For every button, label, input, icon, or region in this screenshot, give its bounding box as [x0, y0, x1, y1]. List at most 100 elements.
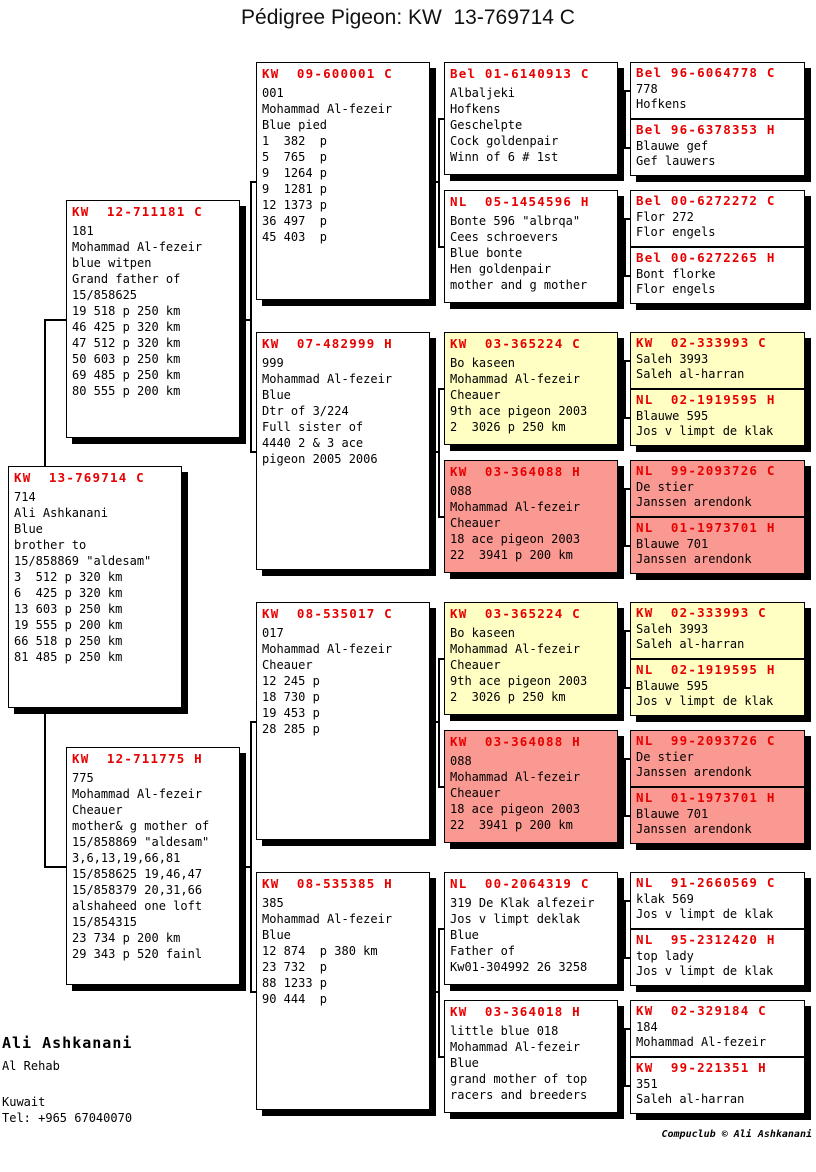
box-line: 19 555 p 200 km: [14, 618, 123, 632]
connector-line: [430, 181, 438, 183]
box-line: Jos v limpt de klak: [636, 907, 774, 921]
pedigree-box-bel-00-6272265-h: Bel 00-6272265 H Bont florke Flor engels: [630, 247, 805, 304]
box-line: 319 De Klak alfezeir: [450, 896, 595, 910]
box-line: Saleh 3993: [636, 352, 709, 366]
pedigree-box-nl-02-1919595-h: NL 02-1919595 H Blauwe 595 Jos v limpt de …: [630, 659, 805, 716]
box-line: Blauwe 701: [636, 537, 709, 551]
box-line: 2 3026 p 250 km: [450, 420, 566, 434]
pedigree-box-nl-01-1973701-h: NL 01-1973701 H Blauwe 701 Janssen arendon…: [630, 517, 805, 574]
box-line: 9th ace pigeon 2003: [450, 404, 588, 418]
ring-number-header: NL 01-1973701 H: [636, 520, 776, 535]
pedigree-box-kw-02-333993-c: KW 02-333993 C Saleh 3993 Saleh al-harran: [630, 602, 805, 659]
box-line: 69 485 p 250 km: [72, 368, 181, 382]
ring-number-header: KW 03-365224 C: [450, 336, 581, 351]
connector-line: [44, 708, 46, 866]
box-line: Cheauer: [72, 803, 123, 817]
connector-line: [240, 866, 250, 868]
box-line: 36 497 p: [262, 214, 328, 228]
ring-number-header: NL 99-2093726 C: [636, 733, 776, 748]
ring-number-header: KW 03-364018 H: [450, 1004, 581, 1019]
ring-number-header: KW 08-535017 C: [262, 606, 393, 621]
box-line: racers and breeders: [450, 1088, 588, 1102]
box-line: Mohammad Al-fezeir: [72, 240, 203, 254]
pedigree-box-nl-99-2093726-c: NL 99-2093726 C De stier Janssen arendonk: [630, 730, 805, 787]
ring-number-header: NL 02-1919595 H: [636, 392, 776, 407]
box-line: 999: [262, 356, 284, 370]
box-line: Cheauer: [450, 786, 501, 800]
connector-line: [624, 275, 630, 277]
connector-line: [624, 488, 626, 545]
connector-line: [438, 388, 440, 516]
box-line: 23 734 p 200 km: [72, 931, 181, 945]
connector-line: [438, 1056, 444, 1058]
box-line: 351: [636, 1077, 658, 1091]
box-line: Albaljeki: [450, 86, 516, 100]
connector-line: [250, 181, 256, 183]
connector-line: [618, 388, 624, 390]
connector-line: [624, 1028, 626, 1085]
box-line: 088: [450, 754, 472, 768]
box-line: 19 453 p: [262, 706, 320, 720]
box-line: 19 518 p 250 km: [72, 304, 181, 318]
box-line: 9th ace pigeon 2003: [450, 674, 588, 688]
box-line: Ali Ashkanani: [14, 506, 108, 520]
box-line: Mohammad Al-fezeir: [450, 500, 581, 514]
box-line: 46 425 p 320 km: [72, 320, 181, 334]
box-line: 80 555 p 200 km: [72, 384, 181, 398]
box-line: 15/854315: [72, 915, 138, 929]
box-line: Bo kaseen: [450, 356, 516, 370]
box-line: mother& g mother of: [72, 819, 210, 833]
box-line: Full sister of: [262, 420, 364, 434]
connector-line: [438, 928, 440, 1056]
ring-number-header: NL 01-1973701 H: [636, 790, 776, 805]
pedigree-box-kw-02-329184-c: KW 02-329184 C 184 Mohammad Al-fezeir: [630, 1000, 805, 1057]
connector-line: [438, 786, 444, 788]
box-line: 12 245 p: [262, 674, 320, 688]
connector-line: [624, 417, 630, 419]
pedigree-box-kw-03-365224-c: KW 03-365224 C Bo kaseen Mohammad Al-fezei…: [444, 602, 618, 715]
pedigree-box-kw-08-535385-h: KW 08-535385 H 385 Mohammad Al-fezeir Blue 1…: [256, 872, 430, 1110]
connector-line: [624, 957, 630, 959]
box-line: 12 1373 p: [262, 198, 328, 212]
box-line: De stier: [636, 750, 694, 764]
pedigree-box-kw-02-333993-c: KW 02-333993 C Saleh 3993 Saleh al-harran: [630, 332, 805, 389]
box-line: Saleh 3993: [636, 622, 709, 636]
owner-phone: Tel: +965 67040070: [2, 1111, 133, 1125]
box-line: Blue pied: [262, 118, 328, 132]
box-line: 181: [72, 224, 94, 238]
footer-credit: Compuclub © Ali Ashkanani: [661, 1129, 812, 1140]
box-line: 23 732 p: [262, 960, 328, 974]
pedigree-box-bel-96-6064778-c: Bel 96-6064778 C 778 Hofkens: [630, 62, 805, 119]
box-line: Mohammad Al-fezeir: [262, 102, 393, 116]
connector-line: [624, 1085, 630, 1087]
box-line: Blue: [262, 928, 291, 942]
box-line: Cheauer: [450, 516, 501, 530]
box-line: 22 3941 p 200 km: [450, 548, 573, 562]
box-line: Mohammad Al-fezeir: [450, 642, 581, 656]
box-line: blue witpen: [72, 256, 152, 270]
pedigree-box-bel-00-6272272-c: Bel 00-6272272 C Flor 272 Flor engels: [630, 190, 805, 247]
connector-line: [624, 758, 626, 815]
box-line: Blue: [262, 388, 291, 402]
box-line: top lady: [636, 949, 694, 963]
ring-number-header: KW 12-711775 H: [72, 751, 203, 766]
box-line: Mohammad Al-fezeir: [450, 1040, 581, 1054]
ring-number-header: NL 95-2312420 H: [636, 932, 776, 947]
connector-line: [624, 360, 626, 417]
owner-name: Ali Ashkanani: [2, 1034, 133, 1052]
box-line: Janssen arendonk: [636, 552, 752, 566]
box-line: 47 512 p 320 km: [72, 336, 181, 350]
box-line: Cees schroevers: [450, 230, 559, 244]
box-line: 9 1264 p: [262, 166, 328, 180]
box-line: 017: [262, 626, 284, 640]
box-line: 29 343 p 520 fainl: [72, 947, 203, 961]
pedigree-box-bel-01-6140913-c: Bel 01-6140913 C Albaljeki Hofkens Geschelp…: [444, 62, 618, 175]
box-line: Cock goldenpair: [450, 134, 559, 148]
box-line: Saleh al-harran: [636, 367, 745, 381]
pedigree-box-nl-00-2064319-c: NL 00-2064319 C 319 De Klak alfezeir Jos v…: [444, 872, 618, 985]
box-line: Grand father of: [72, 272, 181, 286]
connector-line: [618, 1056, 624, 1058]
box-line: 22 3941 p 200 km: [450, 818, 573, 832]
box-line: 778: [636, 82, 658, 96]
pedigree-box-kw-12-711181-c: KW 12-711181 C 181 Mohammad Al-fezeir blue …: [66, 200, 240, 438]
